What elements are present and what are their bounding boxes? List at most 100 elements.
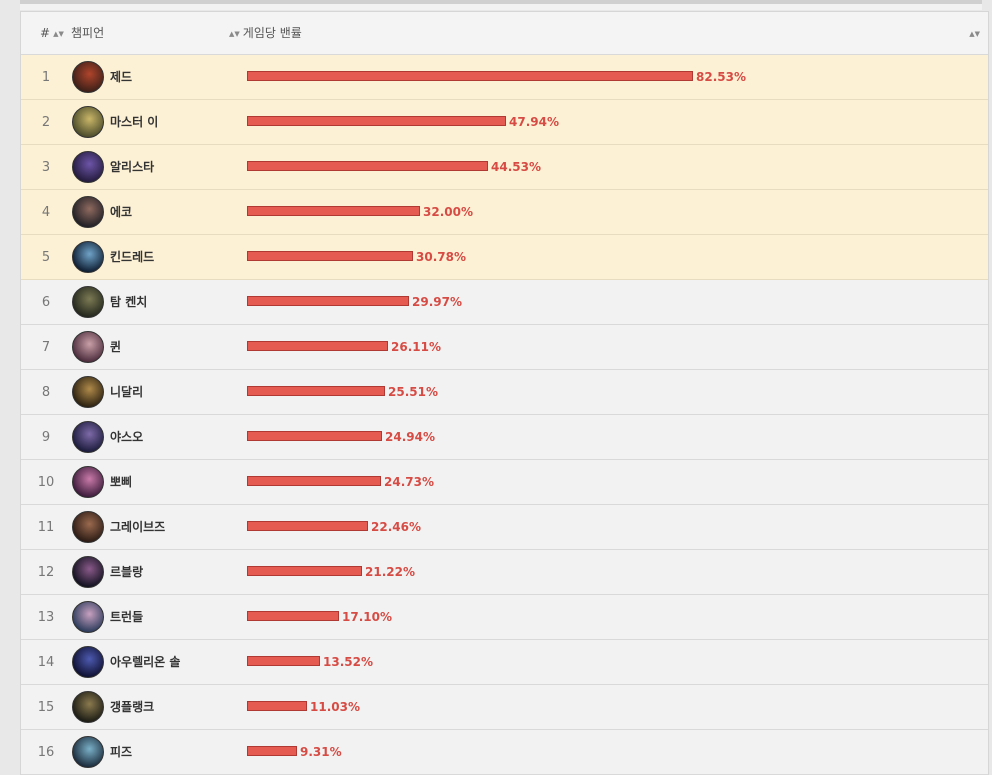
champion-name[interactable]: 피즈 — [110, 745, 133, 759]
champion-name[interactable]: 니달리 — [110, 385, 144, 399]
ban-rate-table: # ▲▼ 챔피언 ▲▼ 게임당 밴률 ▲▼ 1 제드 82.53% 2 마스터 이 47.94… — [20, 11, 989, 775]
rank-column-header[interactable]: # ▲▼ — [40, 12, 64, 54]
champion-header-label: 챔피언 — [71, 26, 105, 40]
champion-portrait-icon[interactable] — [72, 646, 104, 678]
rank-number: 8 — [41, 385, 51, 400]
ban-rate-bar — [247, 566, 362, 576]
champion-name[interactable]: 알리스타 — [110, 160, 155, 174]
rank-number: 14 — [37, 655, 55, 670]
ban-rate-bar — [247, 296, 409, 306]
ban-rate-value: 22.46% — [371, 520, 421, 534]
ban-rate-value: 24.94% — [385, 430, 435, 444]
champion-portrait-icon[interactable] — [72, 61, 104, 93]
champion-name[interactable]: 퀸 — [110, 340, 122, 354]
rank-number: 11 — [37, 520, 55, 535]
ban-rate-bar — [247, 656, 320, 666]
champion-portrait-icon[interactable] — [72, 466, 104, 498]
ban-rate-value: 29.97% — [412, 295, 462, 309]
ban-rate-sort-toggle[interactable]: ▲▼ — [966, 12, 980, 54]
ban-rate-value: 24.73% — [384, 475, 434, 489]
top-border — [20, 0, 982, 4]
ban-rate-bar — [247, 746, 297, 756]
champion-name[interactable]: 에코 — [110, 205, 133, 219]
champion-portrait-icon[interactable] — [72, 331, 104, 363]
ban-rate-value: 82.53% — [696, 70, 746, 84]
rank-number: 5 — [41, 250, 51, 265]
table-row[interactable]: 8 니달리 25.51% — [21, 370, 988, 415]
table-body: 1 제드 82.53% 2 마스터 이 47.94% 3 알리스타 44.53% 4 에코 32.00… — [21, 55, 988, 775]
ban-rate-bar — [247, 251, 413, 261]
ban-rate-bar — [247, 611, 339, 621]
table-row[interactable]: 11 그레이브즈 22.46% — [21, 505, 988, 550]
champion-name[interactable]: 야스오 — [110, 430, 144, 444]
table-row[interactable]: 16 피즈 9.31% — [21, 730, 988, 775]
table-row[interactable]: 1 제드 82.53% — [21, 55, 988, 100]
ban-rate-bar — [247, 161, 488, 171]
ban-rate-bar — [247, 71, 693, 81]
ban-rate-value: 30.78% — [416, 250, 466, 264]
champion-name[interactable]: 갱플랭크 — [110, 700, 155, 714]
sort-icon: ▲▼ — [229, 30, 240, 38]
table-row[interactable]: 12 르블랑 21.22% — [21, 550, 988, 595]
table-row[interactable]: 10 뽀삐 24.73% — [21, 460, 988, 505]
ban-rate-value: 21.22% — [365, 565, 415, 579]
champion-portrait-icon[interactable] — [72, 106, 104, 138]
table-row[interactable]: 7 퀸 26.11% — [21, 325, 988, 370]
ban-rate-bar — [247, 701, 307, 711]
rank-number: 12 — [37, 565, 55, 580]
ban-rate-bar — [247, 521, 368, 531]
champion-column-header[interactable]: 챔피언 — [71, 12, 104, 54]
table-row[interactable]: 5 킨드레드 30.78% — [21, 235, 988, 280]
champion-portrait-icon[interactable] — [72, 556, 104, 588]
sort-icon: ▲▼ — [53, 30, 64, 38]
champion-portrait-icon[interactable] — [72, 196, 104, 228]
champion-name[interactable]: 트런들 — [110, 610, 144, 624]
champion-portrait-icon[interactable] — [72, 736, 104, 768]
ban-rate-column-header[interactable]: ▲▼ 게임당 밴률 — [229, 12, 302, 54]
rank-number: 10 — [37, 475, 55, 490]
rank-number: 16 — [37, 745, 55, 760]
ban-rate-bar — [247, 116, 506, 126]
table-header: # ▲▼ 챔피언 ▲▼ 게임당 밴률 ▲▼ — [21, 12, 988, 55]
ban-rate-value: 13.52% — [323, 655, 373, 669]
champion-portrait-icon[interactable] — [72, 421, 104, 453]
table-row[interactable]: 4 에코 32.00% — [21, 190, 988, 235]
table-row[interactable]: 13 트런들 17.10% — [21, 595, 988, 640]
champion-name[interactable]: 마스터 이 — [110, 115, 159, 129]
champion-portrait-icon[interactable] — [72, 691, 104, 723]
rank-header-label: # — [40, 26, 51, 40]
ban-rate-value: 11.03% — [310, 700, 360, 714]
table-row[interactable]: 2 마스터 이 47.94% — [21, 100, 988, 145]
champion-name[interactable]: 킨드레드 — [110, 250, 155, 264]
rank-number: 13 — [37, 610, 55, 625]
champion-name[interactable]: 탐 켄치 — [110, 295, 148, 309]
ban-rate-bar — [247, 206, 420, 216]
champion-portrait-icon[interactable] — [72, 376, 104, 408]
champion-portrait-icon[interactable] — [72, 151, 104, 183]
champion-name[interactable]: 뽀삐 — [110, 475, 133, 489]
champion-name[interactable]: 아우렐리온 솔 — [110, 655, 181, 669]
champion-name[interactable]: 제드 — [110, 70, 133, 84]
rank-number: 15 — [37, 700, 55, 715]
ban-rate-value: 17.10% — [342, 610, 392, 624]
table-row[interactable]: 6 탐 켄치 29.97% — [21, 280, 988, 325]
table-row[interactable]: 15 갱플랭크 11.03% — [21, 685, 988, 730]
rank-number: 7 — [41, 340, 51, 355]
champion-portrait-icon[interactable] — [72, 241, 104, 273]
table-row[interactable]: 3 알리스타 44.53% — [21, 145, 988, 190]
champion-name[interactable]: 르블랑 — [110, 565, 144, 579]
ban-rate-bar — [247, 341, 388, 351]
champion-name[interactable]: 그레이브즈 — [110, 520, 166, 534]
ban-rate-value: 9.31% — [300, 745, 342, 759]
ban-rate-value: 32.00% — [423, 205, 473, 219]
champion-portrait-icon[interactable] — [72, 511, 104, 543]
champion-portrait-icon[interactable] — [72, 601, 104, 633]
rank-number: 4 — [41, 205, 51, 220]
ban-rate-bar — [247, 476, 381, 486]
table-row[interactable]: 14 아우렐리온 솔 13.52% — [21, 640, 988, 685]
table-row[interactable]: 9 야스오 24.94% — [21, 415, 988, 460]
ban-rate-bar — [247, 386, 385, 396]
champion-portrait-icon[interactable] — [72, 286, 104, 318]
rank-number: 6 — [41, 295, 51, 310]
rank-number: 2 — [41, 115, 51, 130]
